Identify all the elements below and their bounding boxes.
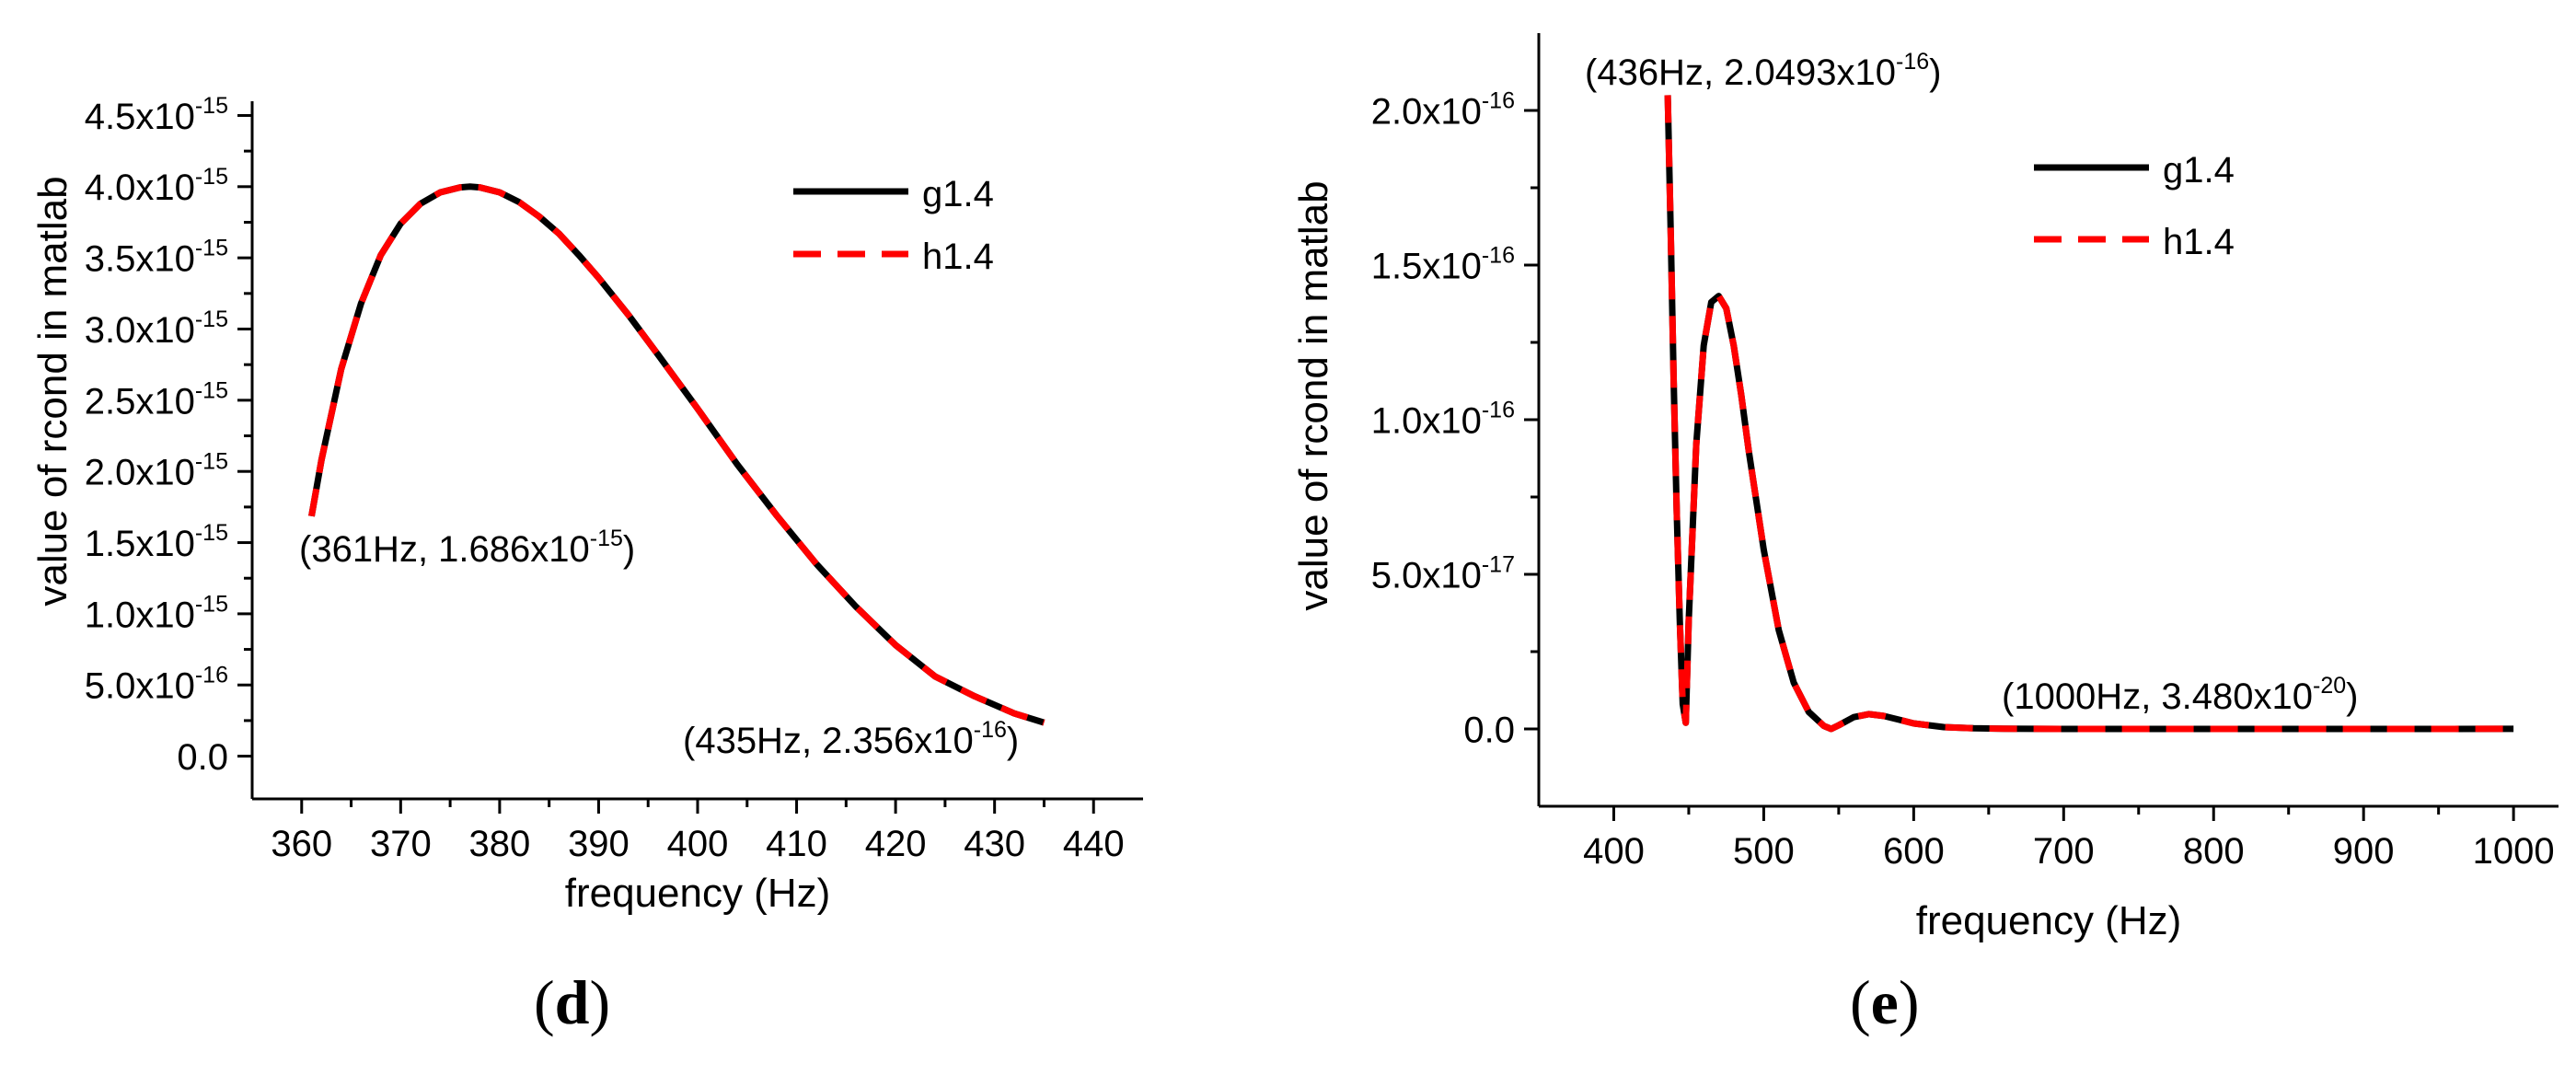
y-tick-label: 5.0x10-16 — [85, 663, 228, 707]
x-tick-label: 600 — [1883, 831, 1945, 872]
annotation-start: (361Hz, 1.686x10-15) — [299, 526, 635, 570]
y-tick-label: 2.0x10-16 — [1371, 87, 1515, 132]
x-tick-label: 410 — [766, 824, 827, 864]
annotation-end: (435Hz, 2.356x10-16) — [683, 717, 1019, 761]
y-tick-label: 3.5x10-15 — [85, 236, 228, 280]
series-line-h1-4 — [308, 183, 1045, 726]
annotation-peak: (436Hz, 2.0493x10-16) — [1585, 49, 1941, 93]
y-tick-label: 1.5x10-16 — [1371, 242, 1515, 286]
y-tick-label: 1.0x10-16 — [1371, 397, 1515, 441]
y-tick-label: 0.0 — [177, 737, 228, 778]
y-tick-label: 4.0x10-15 — [85, 164, 228, 208]
legend-label-h1-4: h1.4 — [2163, 222, 2235, 262]
y-tick-label: 4.5x10-15 — [85, 93, 228, 137]
panel-label-e: (e) — [1850, 967, 1920, 1037]
y-tick-label: 5.0x10-17 — [1371, 551, 1515, 595]
x-tick-label: 370 — [370, 824, 432, 864]
y-tick-label: 1.0x10-15 — [85, 591, 228, 635]
y-tick-label: 1.5x10-15 — [85, 520, 228, 564]
x-tick-label: 500 — [1733, 831, 1795, 872]
y-tick-label: 3.0x10-15 — [85, 306, 228, 351]
x-tick-label: 440 — [1063, 824, 1125, 864]
legend-label-g1-4: g1.4 — [922, 174, 994, 214]
x-tick-label: 1000 — [2473, 831, 2555, 872]
x-tick-label: 390 — [568, 824, 630, 864]
x-tick-label: 380 — [469, 824, 531, 864]
y-axis-label: value of rcond in matlab — [30, 176, 75, 606]
x-tick-label: 800 — [2183, 831, 2245, 872]
x-tick-label: 360 — [271, 824, 332, 864]
annotation-end: (1000Hz, 3.480x10-20) — [2002, 673, 2358, 717]
y-axis-label: value of rcond in matlab — [1291, 180, 1336, 610]
x-tick-label: 400 — [667, 824, 729, 864]
x-tick-label: 900 — [2333, 831, 2395, 872]
y-tick-label: 0.0 — [1463, 710, 1515, 750]
series-line-h1-4 — [1664, 95, 2514, 733]
x-axis-label: frequency (Hz) — [565, 871, 831, 916]
chart-panel-d: 360 370 380 390 400 410 420 430 440 0.0 5.0x10-16 1… — [30, 93, 1143, 916]
x-tick-label: 430 — [964, 824, 1025, 864]
series-line-g1-4 — [1664, 95, 2514, 733]
x-tick-label: 420 — [865, 824, 927, 864]
x-tick-label: 400 — [1583, 831, 1645, 872]
y-tick-label: 2.0x10-15 — [85, 449, 228, 493]
x-axis-label: frequency (Hz) — [1916, 898, 2182, 943]
y-tick-label: 2.5x10-15 — [85, 377, 228, 422]
panel-label-d: (d) — [534, 967, 611, 1037]
legend-label-h1-4: h1.4 — [922, 237, 994, 277]
x-tick-label: 700 — [2033, 831, 2095, 872]
chart-panel-e: 400 500 600 700 800 900 1000 0.0 5.0x10-17 1.0x10… — [1291, 33, 2559, 943]
legend-label-g1-4: g1.4 — [2163, 150, 2235, 191]
